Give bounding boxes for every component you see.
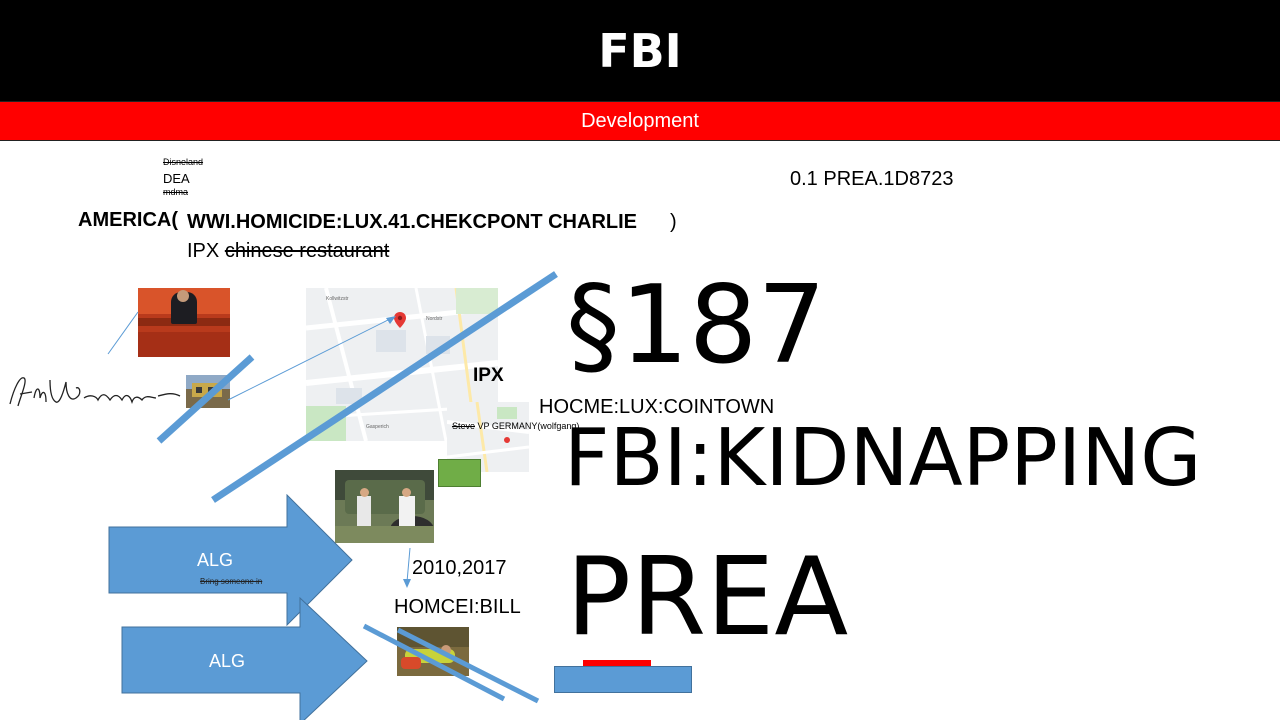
photo-building bbox=[186, 375, 230, 408]
thin-line-1 bbox=[107, 311, 139, 355]
america-close: ) bbox=[670, 211, 677, 233]
blue-box bbox=[554, 666, 692, 693]
hocme-text: HOCME:LUX:COINTOWN bbox=[539, 396, 775, 418]
steve-struck-text: Steve bbox=[452, 421, 476, 431]
section-187: §187 bbox=[566, 263, 827, 388]
svg-text:Nordstr: Nordstr bbox=[426, 316, 443, 322]
page-subtitle: Development bbox=[581, 109, 699, 132]
svg-text:Gasperich: Gasperich bbox=[366, 424, 389, 430]
note-dea: DEA bbox=[163, 171, 190, 186]
signature-icon bbox=[9, 377, 181, 407]
years-text: 2010,2017 bbox=[412, 557, 507, 579]
homicide-line: WWI.HOMICIDE:LUX.41.CHEKCPONT CHARLIE bbox=[187, 211, 637, 233]
alg-arrow-1-label: ALG bbox=[196, 550, 234, 570]
alg-arrow-2 bbox=[121, 597, 368, 720]
note-disneland: Disneland bbox=[163, 157, 204, 167]
prea-text: PREA bbox=[566, 535, 849, 660]
photo-official bbox=[138, 288, 230, 357]
ipx-struck-text: chinese restaurant bbox=[224, 240, 390, 262]
version-text: 0.1 PREA.1D8723 bbox=[790, 168, 954, 190]
map-pin-icon bbox=[394, 312, 406, 328]
alg-arrow-1-sublabel: Bring someone in bbox=[200, 577, 263, 586]
thin-arrow-down bbox=[406, 547, 411, 583]
ipx-map-label: IPX bbox=[473, 365, 504, 386]
steve-note: Steve VP GERMANY(wolfgang) bbox=[452, 421, 579, 431]
ipx-prefix: IPX bbox=[187, 240, 220, 262]
svg-text:Kollwitzstr: Kollwitzstr bbox=[326, 296, 349, 302]
green-box bbox=[438, 459, 481, 487]
photo-scene bbox=[397, 627, 469, 676]
alg-arrow-1 bbox=[108, 494, 353, 626]
title-bar: FBI bbox=[0, 0, 1280, 101]
subtitle-bar: Development bbox=[0, 101, 1280, 141]
page-title: FBI bbox=[598, 23, 682, 78]
america-open: AMERICA( bbox=[78, 209, 178, 231]
ipx-line: IPX chinese restaurant bbox=[187, 240, 389, 263]
note-mdma: mdma bbox=[163, 187, 189, 197]
alg-arrow-2-label: ALG bbox=[208, 651, 246, 671]
fbi-kidnapping: FBI:KIDNAPPING bbox=[564, 412, 1202, 504]
red-strip bbox=[583, 660, 651, 668]
homcei-text: HOMCEI:BILL bbox=[394, 596, 521, 618]
